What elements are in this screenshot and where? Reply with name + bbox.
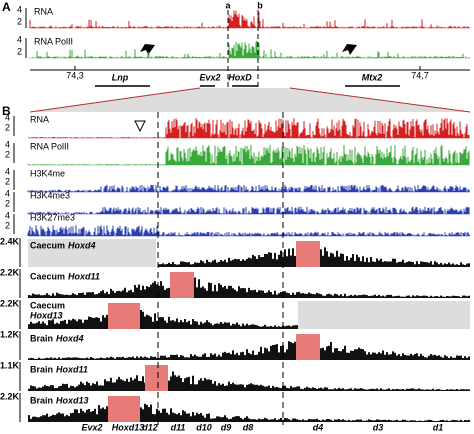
track-label: RNA PolII (30, 141, 69, 151)
gene-label: d11 (171, 422, 186, 432)
scale-tick: 2 (5, 220, 10, 230)
scale-label: 2.2K (0, 298, 20, 308)
track-label: H3K27me3 (30, 212, 75, 222)
scale-tick: 2 (17, 46, 22, 56)
track-label: H3K4me (30, 168, 65, 178)
excluded-region (28, 239, 156, 267)
viewpoint (108, 396, 140, 422)
arrow (140, 44, 155, 55)
track-tissue: Brain (30, 364, 53, 374)
gene-label: Lnp (112, 72, 129, 82)
track-gene: Hoxd11 (56, 364, 88, 374)
track-tissue: Brain (30, 395, 53, 405)
marker-label: a (225, 0, 231, 10)
track-label: RNA PolII (34, 36, 73, 46)
scale-label: 2.2K (0, 267, 20, 277)
track-gene: Hoxd4 (68, 240, 96, 250)
scale-tick: 4 (5, 139, 10, 149)
viewpoint (145, 365, 168, 391)
track-tissue: Caecum (30, 300, 65, 310)
scale-tick: 2 (17, 16, 22, 26)
signal (27, 184, 470, 192)
scale-tick: 2 (5, 149, 10, 159)
gene-label: Evx2 (81, 422, 102, 432)
scale-tick: 4 (5, 210, 10, 220)
gene-label: d12 (142, 422, 158, 432)
scale-tick: 4 (5, 166, 10, 176)
track-label: RNA (34, 6, 53, 16)
signal (29, 40, 470, 58)
panel-label: A (2, 0, 11, 14)
gene-label: Mtx2 (362, 72, 383, 82)
viewpoint (108, 303, 140, 329)
gene-label: d8 (243, 422, 254, 432)
scale-tick: 4 (5, 112, 10, 122)
viewpoint (170, 272, 194, 298)
scale-label: 2.2K (0, 391, 20, 401)
gene-label: d9 (221, 422, 232, 432)
gene-label: d4 (313, 422, 324, 432)
interaction-bars (28, 398, 470, 422)
interaction-bars (28, 275, 470, 298)
panel-label: B (2, 104, 11, 118)
interaction-bars (28, 368, 470, 391)
gene-label: d3 (373, 422, 384, 432)
track-label: RNA (30, 114, 49, 124)
coordinate-label: 74,7 (411, 70, 429, 80)
track-tissue: Caecum (30, 240, 65, 250)
scale-tick: 4 (17, 4, 22, 14)
scale-tick: 4 (17, 34, 22, 44)
interaction-bars (28, 307, 298, 329)
viewpoint (296, 241, 320, 267)
signal (27, 145, 470, 165)
gene-label: Evx2 (199, 72, 220, 82)
scale-label: 2.4K (0, 236, 20, 246)
scale-tick: 4 (5, 188, 10, 198)
gene-label: Hoxd13 (112, 422, 145, 432)
scale-label: 1.2K (0, 329, 20, 339)
scale-tick: 2 (5, 122, 10, 132)
excluded-region (298, 301, 470, 329)
zoom-funnel (30, 88, 470, 112)
track-gene: Hoxd11 (68, 271, 100, 281)
gene-label: d1 (433, 422, 444, 432)
zoom-edge (29, 87, 201, 113)
viewpoint (296, 334, 320, 360)
track-gene: Hoxd4 (56, 333, 84, 343)
scale-tick: 2 (5, 198, 10, 208)
signal (27, 206, 470, 214)
gene-label: HoxD (228, 72, 252, 82)
track-gene: Hoxd13 (56, 395, 89, 405)
marker-label: b (257, 0, 263, 10)
triangle-marker (134, 120, 146, 133)
track-label: H3K4me3 (30, 190, 70, 200)
track-gene: Hoxd13 (30, 310, 63, 320)
zoom-edge (289, 87, 471, 113)
signal (27, 225, 470, 236)
gene-label: d10 (196, 422, 212, 432)
coordinate-label: 74,3 (66, 70, 84, 80)
arrow (342, 44, 357, 55)
track-tissue: Caecum (30, 271, 65, 281)
signal (28, 118, 470, 138)
signal (29, 10, 470, 28)
scale-label: 1.1K (0, 360, 20, 370)
track-tissue: Brain (30, 333, 53, 343)
scale-tick: 2 (5, 176, 10, 186)
interaction-bars (28, 337, 470, 360)
